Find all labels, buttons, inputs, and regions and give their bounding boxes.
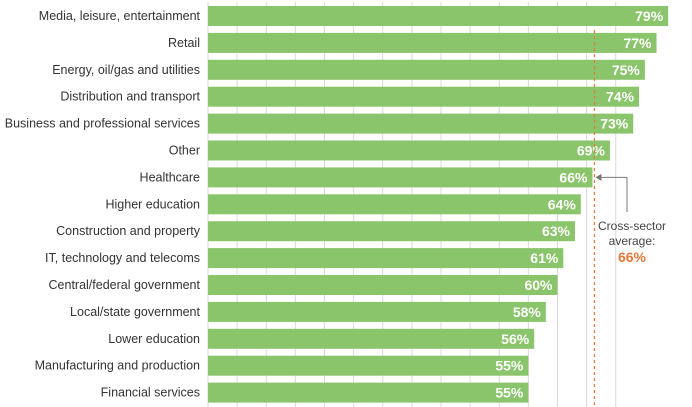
bar-value-label: 66% (559, 169, 588, 185)
category-label: Local/state government (70, 305, 200, 319)
category-label: Construction and property (56, 224, 201, 238)
bar (208, 167, 593, 188)
category-label: Retail (168, 36, 200, 50)
category-label: Higher education (105, 197, 200, 211)
category-label: Healthcare (140, 170, 200, 184)
bar-value-label: 69% (577, 143, 606, 159)
bar (208, 59, 645, 80)
bar (208, 221, 575, 242)
category-label: Central/federal government (49, 278, 201, 292)
category-label: IT, technology and telecoms (45, 251, 200, 265)
arrow-icon (595, 173, 602, 181)
bar (208, 6, 669, 26)
bar (208, 194, 581, 215)
category-label: Business and professional services (5, 117, 200, 131)
average-reference: Cross-sector average: 66% (593, 30, 666, 407)
bar (208, 382, 529, 403)
category-label: Distribution and transport (60, 90, 200, 104)
bar (208, 275, 558, 295)
bar (208, 328, 535, 349)
bar-value-label: 56% (501, 331, 530, 347)
average-label-line2: average: (609, 234, 656, 248)
average-connector-line (598, 176, 628, 212)
bar (208, 301, 546, 322)
average-value-label: 66% (618, 249, 647, 265)
bar (208, 140, 610, 161)
category-label: Manufacturing and production (35, 359, 200, 373)
category-labels: Media, leisure, entertainment Retail Energ… (5, 9, 201, 400)
bar-value-label: 73% (600, 116, 629, 132)
bar-value-label: 63% (542, 223, 571, 239)
bar-value-label: 79% (635, 8, 664, 24)
bars: 79% 77% 75% 74% 73% 69% 66% 64% 63% 61% 60% 58% 56% 5… (208, 6, 669, 403)
average-label-line1: Cross-sector (598, 219, 666, 233)
bar-value-label: 75% (612, 62, 641, 78)
bar-value-label: 58% (513, 304, 542, 320)
bar-value-label: 77% (623, 35, 652, 51)
bar-value-label: 55% (495, 358, 524, 374)
bar-value-label: 61% (530, 250, 559, 266)
category-label: Financial services (101, 386, 200, 400)
bar (208, 355, 529, 376)
category-label: Lower education (108, 332, 200, 346)
category-label: Energy, oil/gas and utilities (52, 63, 200, 77)
bar-value-label: 60% (524, 277, 553, 293)
bar (208, 113, 634, 134)
category-label: Other (169, 144, 200, 158)
bar-value-label: 55% (495, 385, 524, 401)
bar-value-label: 74% (606, 89, 635, 105)
bar (208, 248, 564, 269)
bar (208, 32, 657, 53)
category-label: Media, leisure, entertainment (39, 9, 201, 23)
bar-value-label: 64% (548, 196, 577, 212)
bar (208, 86, 640, 107)
